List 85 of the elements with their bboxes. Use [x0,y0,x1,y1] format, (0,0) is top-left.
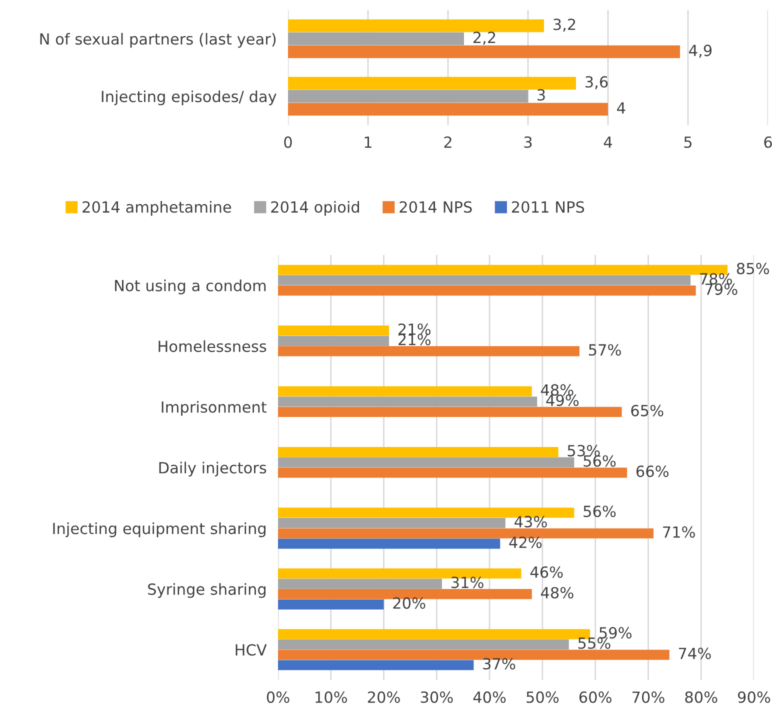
bar [288,102,608,116]
bar [278,528,654,538]
bar [278,599,384,610]
bar [278,396,538,407]
data-label: 4 [617,102,626,114]
bar [278,326,390,336]
data-label: 85% [736,262,770,274]
data-label: 3,2 [554,18,576,32]
y-tick-label: Homelessness [158,340,266,352]
bar [278,468,628,478]
x-tick-label: 20% [368,691,400,703]
data-label: 46% [530,566,563,578]
data-label: 31% [451,576,484,588]
bar [288,32,464,46]
y-tick-label: Daily injectors [159,462,266,476]
data-label: 59% [600,627,632,639]
data-label: 48% [540,384,574,396]
data-label: 48% [540,586,574,599]
data-label: 66% [636,466,669,478]
legend-label: 2014 amphetamine [82,200,232,216]
x-tick-label: 50% [526,691,559,703]
bar [288,76,576,90]
x-tick-label: 3 [524,136,532,148]
x-tick-label: 6 [764,136,772,148]
bar [278,406,622,418]
data-label: 2,2 [473,32,496,45]
x-tick-label: 30% [420,691,453,703]
data-label: 53% [568,444,600,456]
x-tick-label: 10% [316,691,348,703]
x-tick-label: 70% [632,691,664,703]
bar [278,446,558,458]
y-tick-label: HCV [236,644,267,656]
x-tick-label: 5 [684,136,692,148]
bar [278,457,574,468]
data-label: 42% [509,536,542,548]
y-tick-label: Not using a condom [115,280,266,294]
legend-label: 2011 NPS [512,201,584,213]
data-label: 20% [393,597,426,609]
bar [278,386,532,396]
x-tick-label: 90% [738,691,770,703]
bar [288,19,544,32]
data-label: 79% [705,283,738,295]
bar [288,45,680,58]
data-label: 37% [483,658,516,670]
y-tick-label: Injecting episodes/ day [102,90,276,106]
legend-label: 2014 NPS [400,201,472,213]
x-tick-label: 80% [685,691,718,703]
y-tick-label: Injecting equipment sharing [53,522,266,538]
data-label: 78% [700,273,732,285]
bar [278,264,728,275]
bar [278,660,474,670]
data-label: 56% [584,506,616,518]
data-label: 49% [546,394,579,406]
bar [278,639,569,650]
x-tick-label: 40% [473,691,506,703]
data-label: 74% [678,648,711,660]
bar [278,275,691,286]
x-tick-label: 60% [579,691,612,703]
y-tick-label: Syringe sharing [148,583,266,598]
data-label: 71% [663,526,695,538]
x-tick-label: 0 [284,136,292,148]
bar [278,650,670,660]
x-tick-label: 0% [266,691,290,703]
data-label: 57% [588,344,621,356]
x-tick-label: 4 [604,136,612,148]
bar [278,538,500,549]
x-tick-label: 2 [444,136,452,148]
bar [278,518,506,528]
data-label: 4,9 [689,44,712,58]
data-label: 65% [631,404,664,416]
data-label: 3 [538,89,545,101]
bar [288,90,528,103]
data-label: 56% [584,455,616,467]
data-label: 43% [514,516,547,528]
bar [278,336,390,346]
data-label: 55% [578,637,610,649]
bar [278,346,580,356]
x-tick-label: 1 [364,136,372,148]
bar [278,285,696,296]
y-tick-label: N of sexual partners (last year) [40,32,276,48]
legend-label: 2014 opioid [271,200,359,216]
data-label: 21% [398,334,431,346]
y-tick-label: Imprisonment [162,400,267,416]
bar [278,578,442,589]
data-label: 3,6 [586,76,608,90]
